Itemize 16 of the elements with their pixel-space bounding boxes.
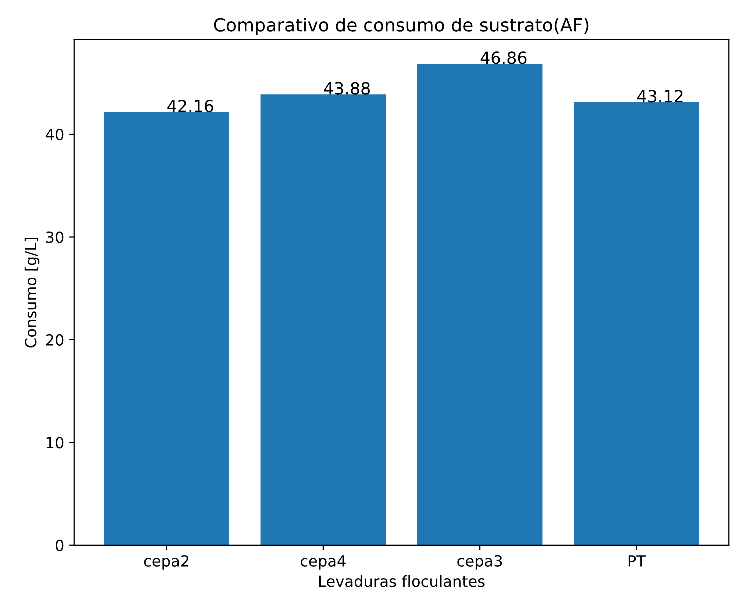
y-tick-label: 20 xyxy=(46,334,64,346)
y-tick-label: 40 xyxy=(46,128,64,141)
data-label: 46.86 xyxy=(480,52,527,64)
y-tick-label: 30 xyxy=(46,232,64,244)
x-tick-label: cepa2 xyxy=(144,555,189,570)
x-tick-label: cepa3 xyxy=(458,555,502,570)
data-label: 43.88 xyxy=(324,82,370,95)
x-tick-label: PT xyxy=(628,556,646,567)
y-tick-label: 0 xyxy=(56,540,64,552)
x-tick-label: cepa4 xyxy=(300,556,346,570)
chart-title: Comparativo de consumo de sustrato(AF) xyxy=(214,18,589,36)
y-axis-title: Consumo [g/L] xyxy=(24,238,40,348)
data-label: 43.12 xyxy=(638,90,683,103)
x-axis-title: Levaduras floculantes xyxy=(319,575,485,588)
y-tick-label: 10 xyxy=(46,437,64,449)
data-label: 42.16 xyxy=(168,100,214,113)
